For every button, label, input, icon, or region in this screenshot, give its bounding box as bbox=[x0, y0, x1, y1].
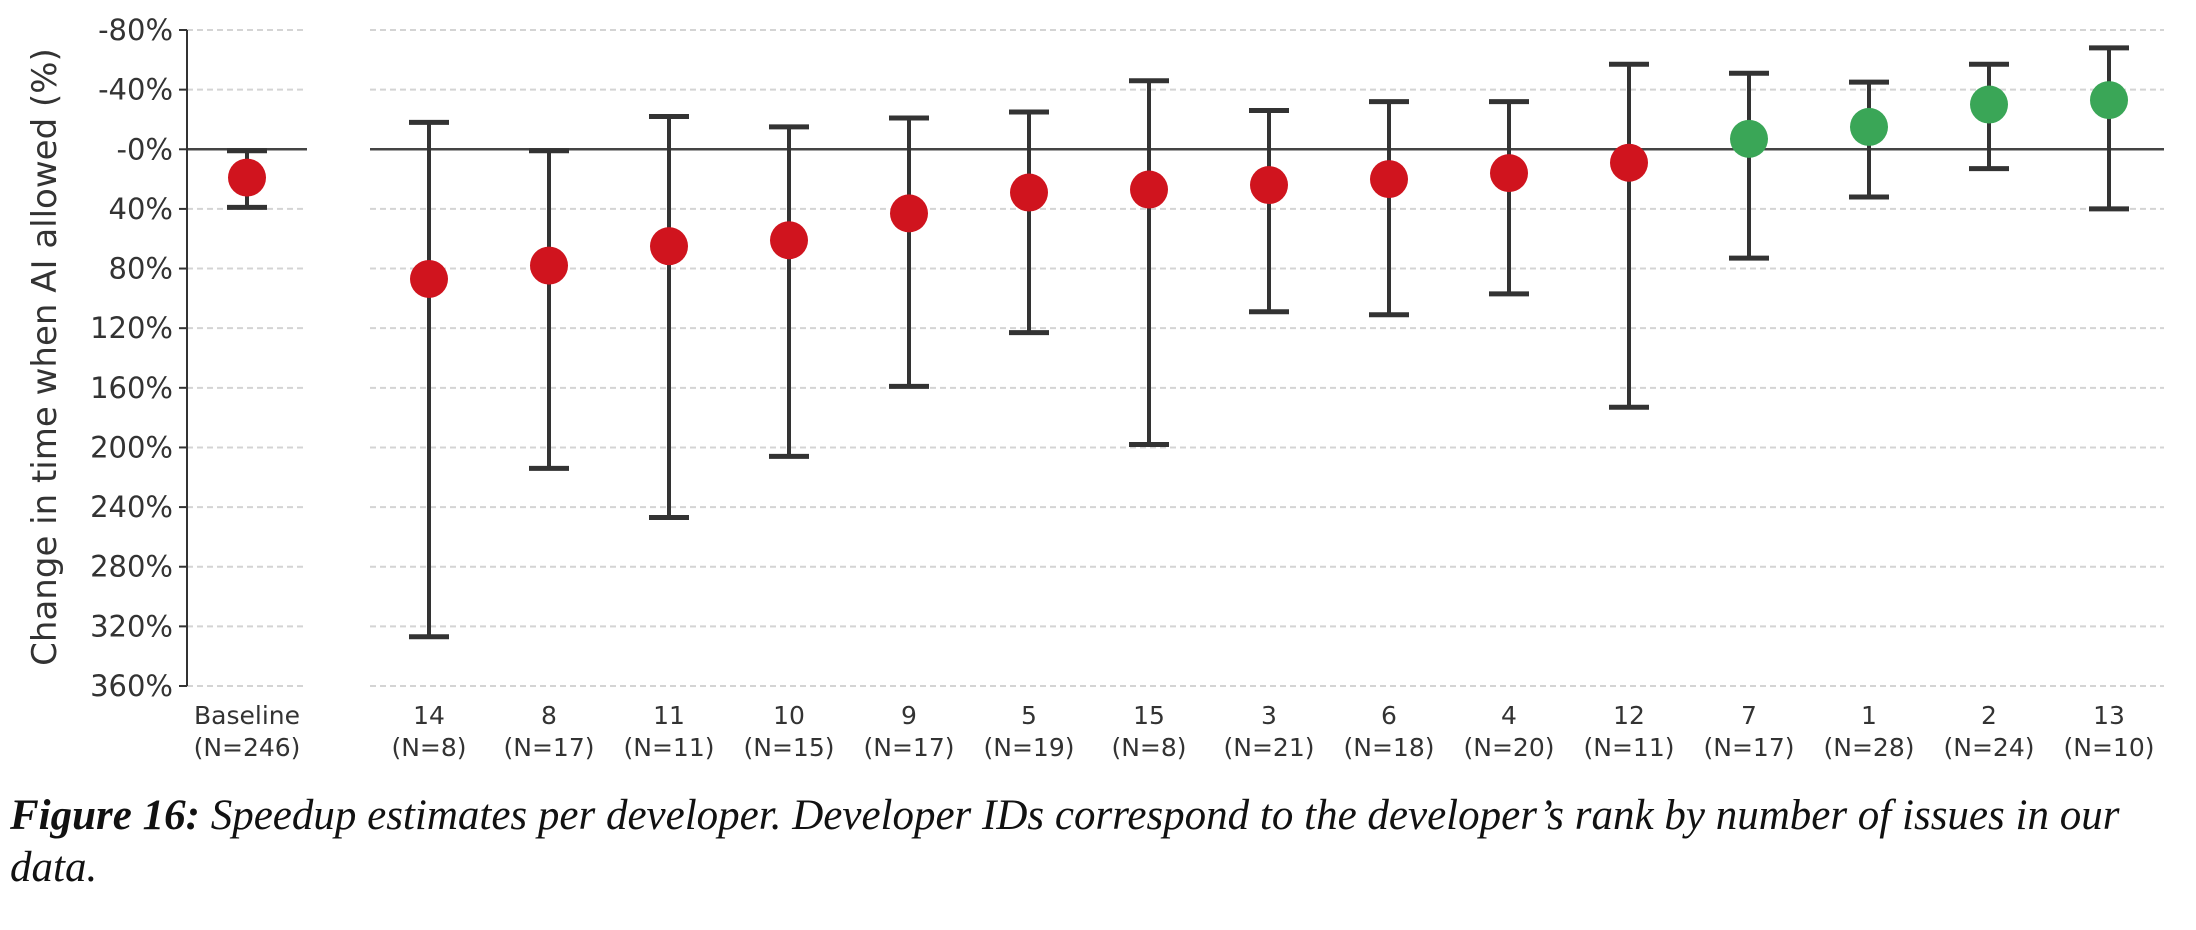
data-point bbox=[1610, 143, 1648, 182]
y-tick-label: 360% bbox=[90, 669, 173, 703]
x-tick-count: (N=8) bbox=[391, 733, 466, 762]
data-point bbox=[1370, 160, 1408, 199]
x-tick-count: (N=8) bbox=[1111, 733, 1186, 762]
y-tick-label: 320% bbox=[90, 609, 173, 643]
data-point bbox=[1970, 85, 2008, 124]
x-tick-count: (N=19) bbox=[984, 733, 1075, 762]
data-point bbox=[1490, 154, 1528, 193]
x-tick-count: (N=11) bbox=[624, 733, 715, 762]
x-tick-label: Baseline bbox=[194, 701, 300, 730]
data-point bbox=[1850, 107, 1888, 146]
y-axis-title: Change in time when AI allowed (%) bbox=[25, 48, 65, 666]
x-tick-label: 9 bbox=[901, 701, 917, 730]
x-tick-label: 14 bbox=[413, 701, 445, 730]
y-tick-label: 280% bbox=[90, 550, 173, 584]
x-axis-labels: Baseline(N=246)14(N=8)8(N=17)11(N=11)10(… bbox=[194, 701, 2155, 762]
x-tick-count: (N=17) bbox=[504, 733, 595, 762]
figure-caption: Figure 16: Speedup estimates per develop… bbox=[10, 790, 2190, 894]
data-point bbox=[1250, 166, 1288, 205]
x-tick-label: 11 bbox=[653, 701, 685, 730]
data-point bbox=[1730, 119, 1768, 158]
x-tick-count: (N=246) bbox=[194, 733, 301, 762]
data-point bbox=[1010, 173, 1048, 212]
x-tick-label: 12 bbox=[1613, 701, 1645, 730]
caption-text: Speedup estimates per developer. Develop… bbox=[10, 792, 2120, 891]
y-tick-label: 40% bbox=[109, 192, 173, 226]
x-tick-count: (N=10) bbox=[2064, 733, 2155, 762]
y-tick-label: 240% bbox=[90, 490, 173, 524]
data-point bbox=[2090, 81, 2128, 120]
y-tick-label: 160% bbox=[90, 371, 173, 405]
data-point bbox=[890, 194, 928, 233]
data-marks bbox=[227, 45, 2129, 640]
x-tick-label: 10 bbox=[773, 701, 805, 730]
x-tick-count: (N=11) bbox=[1584, 733, 1675, 762]
y-tick-label: -0% bbox=[117, 132, 173, 166]
x-tick-count: (N=24) bbox=[1944, 733, 2035, 762]
x-tick-label: 3 bbox=[1261, 701, 1277, 730]
speedup-chart: -80% -40% -0% 40% 80% 120% 160% 200% 240% 280% 320… bbox=[25, 13, 2164, 762]
data-point bbox=[650, 227, 688, 266]
x-tick-label: 15 bbox=[1133, 701, 1165, 730]
caption-label: Figure 16: bbox=[10, 792, 200, 839]
x-tick-count: (N=28) bbox=[1824, 733, 1915, 762]
x-tick-count: (N=20) bbox=[1464, 733, 1555, 762]
x-tick-count: (N=17) bbox=[864, 733, 955, 762]
y-tick-label: 200% bbox=[90, 430, 173, 464]
x-tick-count: (N=21) bbox=[1224, 733, 1315, 762]
x-tick-label: 5 bbox=[1021, 701, 1037, 730]
x-tick-count: (N=15) bbox=[744, 733, 835, 762]
data-point bbox=[228, 158, 266, 197]
x-tick-label: 13 bbox=[2093, 701, 2125, 730]
x-tick-label: 6 bbox=[1381, 701, 1397, 730]
y-axis: -80% -40% -0% 40% 80% 120% 160% 200% 240% 280% 320… bbox=[90, 13, 188, 703]
data-point bbox=[530, 246, 568, 285]
x-tick-label: 2 bbox=[1981, 701, 1997, 730]
data-point bbox=[410, 259, 448, 298]
data-point bbox=[770, 221, 808, 260]
x-tick-count: (N=18) bbox=[1344, 733, 1435, 762]
x-tick-label: 8 bbox=[541, 701, 557, 730]
x-tick-label: 7 bbox=[1741, 701, 1757, 730]
x-tick-label: 1 bbox=[1861, 701, 1877, 730]
y-tick-label: -80% bbox=[98, 13, 173, 47]
y-tick-label: 80% bbox=[109, 252, 173, 286]
x-tick-label: 4 bbox=[1501, 701, 1517, 730]
y-tick-label: -40% bbox=[98, 73, 173, 107]
y-tick-label: 120% bbox=[90, 311, 173, 345]
x-tick-count: (N=17) bbox=[1704, 733, 1795, 762]
data-point bbox=[1130, 170, 1168, 209]
